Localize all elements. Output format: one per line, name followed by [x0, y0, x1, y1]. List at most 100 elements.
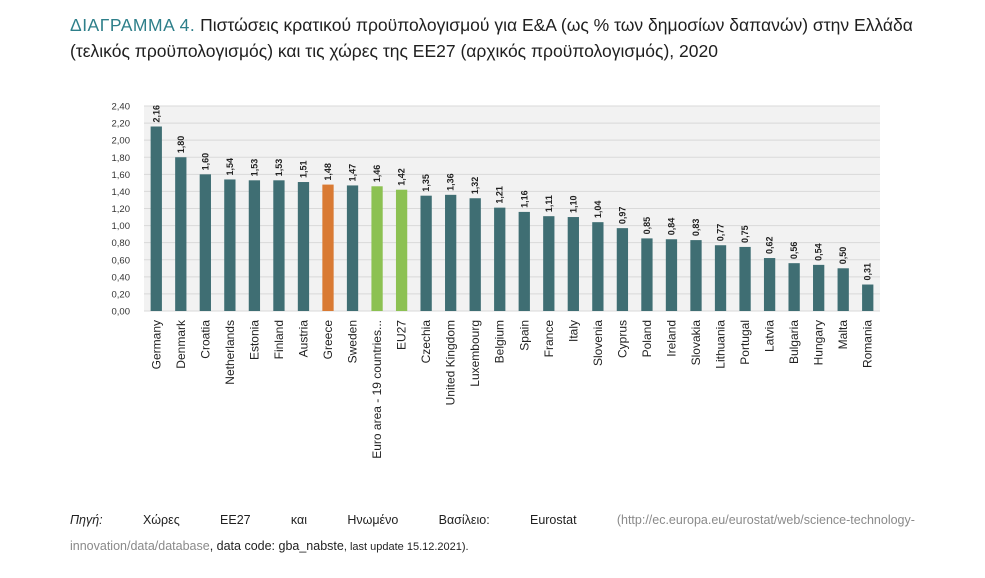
bar-11 [420, 195, 432, 311]
source-word-5: Βασίλειο: [438, 513, 490, 527]
x-tick-label: Bulgaria [787, 320, 801, 364]
x-tick-label: Ireland [664, 320, 678, 357]
figure-caption: Πιστώσεις κρατικού προϋπολογισμού για Ε&… [70, 15, 913, 61]
value-label: 1,42 [397, 168, 407, 186]
x-tick-label: Italy [566, 320, 580, 342]
value-label: 0,62 [765, 237, 775, 255]
value-label: 0,75 [740, 225, 750, 243]
bar-6 [297, 182, 310, 311]
x-tick-label: Finland [272, 320, 286, 359]
y-tick-label: 0,80 [112, 238, 131, 249]
bar-7 [322, 184, 334, 311]
bar-19 [616, 228, 629, 311]
x-tick-label: Cyprus [615, 320, 629, 358]
value-label: 1,04 [593, 201, 603, 219]
value-label: 1,48 [323, 163, 333, 181]
source-word-2: ΕΕ27 [220, 513, 251, 527]
source-note: Πηγή: Χώρες ΕΕ27 και Ηνωμένο Βασίλειο: E… [70, 507, 915, 560]
bar-20 [641, 238, 653, 311]
bar-2 [199, 174, 211, 311]
x-tick-label: Estonia [247, 320, 261, 360]
y-tick-label: 2,40 [112, 102, 131, 113]
bar-13 [469, 198, 481, 311]
x-tick-label: Slovenia [591, 320, 605, 366]
value-label: 1,51 [298, 160, 308, 178]
x-tick-label: Czechia [419, 320, 433, 364]
source-word-1: Χώρες [142, 513, 180, 527]
bar-22 [690, 240, 702, 311]
last-update: , last update 15.12.2021). [343, 541, 469, 553]
x-tick-label: Sweden [346, 320, 360, 363]
x-tick-label: Luxembourg [468, 320, 482, 387]
value-label: 1,53 [249, 159, 259, 177]
y-tick-label: 2,00 [112, 136, 131, 147]
figure-title: ΔΙΑΓΡΑΜΜΑ 4. Πιστώσεις κρατικού προϋπολο… [70, 12, 950, 64]
value-label: 0,56 [789, 242, 799, 260]
value-label: 1,32 [470, 177, 480, 195]
bar-28 [837, 268, 849, 311]
x-tick-label: EU27 [395, 320, 409, 350]
y-tick-label: 1,40 [112, 187, 131, 198]
bar-10 [395, 189, 408, 311]
value-label: 0,97 [617, 207, 627, 225]
value-label: 1,53 [274, 159, 284, 177]
y-tick-label: 0,60 [112, 255, 131, 266]
value-label: 1,47 [348, 164, 358, 182]
bar-25 [763, 258, 776, 311]
x-tick-label: Spain [517, 320, 531, 351]
source-url-end[interactable]: innovation/data/database [70, 539, 210, 553]
x-tick-label: Portugal [738, 320, 752, 365]
source-word-6: Eurostat [529, 513, 577, 527]
x-tick-label: Germany [149, 320, 163, 369]
bar-5 [273, 180, 285, 311]
x-tick-label: France [542, 320, 556, 358]
bar-9 [371, 186, 383, 311]
bar-23 [714, 245, 727, 311]
y-tick-label: 2,20 [112, 119, 131, 130]
y-tick-label: 0,40 [112, 272, 131, 283]
x-tick-label: Belgium [493, 320, 507, 363]
bar-0 [150, 126, 162, 311]
bar-chart: 0,00 0,20 0,40 0,60 0,80 1,00 1,20 1,40 1,60 1,80… [112, 102, 880, 459]
y-tick-label: 1,80 [112, 153, 131, 164]
x-tick-label: United Kingdom [444, 320, 458, 405]
source-url-start[interactable]: (http://ec.europa.eu/eurostat/web/scienc… [616, 513, 915, 527]
x-tick-label: Slovakia [689, 320, 703, 366]
x-tick-label: Greece [321, 320, 335, 360]
x-tick-label: Croatia [198, 320, 212, 359]
bar-24 [739, 246, 751, 311]
value-label: 0,84 [666, 218, 676, 236]
value-label: 1,11 [544, 195, 554, 212]
value-label: 1,10 [568, 196, 578, 214]
bar-21 [665, 239, 678, 311]
x-tick-label: Romania [861, 320, 875, 368]
x-tick-label: Denmark [174, 319, 188, 369]
value-label: 1,54 [225, 158, 235, 176]
x-tick-label: Latvia [763, 320, 777, 352]
bar-17 [567, 217, 579, 311]
bar-12 [445, 194, 457, 311]
value-label: 1,21 [495, 186, 505, 204]
bar-14 [494, 207, 506, 311]
value-label: 1,35 [421, 174, 431, 192]
bar-3 [224, 179, 236, 311]
y-tick-label: 1,20 [112, 204, 131, 215]
bar-4 [248, 180, 261, 311]
figure-label: ΔΙΑΓΡΑΜΜΑ 4. [70, 15, 196, 35]
bar-8 [346, 185, 359, 311]
bar-16 [543, 216, 555, 311]
value-label: 0,50 [838, 247, 848, 265]
bar-18 [592, 222, 604, 311]
value-label: 0,83 [691, 219, 701, 237]
value-label: 1,46 [372, 165, 382, 183]
bar-26 [788, 263, 800, 311]
y-tick-label: 0,20 [112, 289, 131, 300]
bar-15 [518, 211, 530, 311]
x-tick-label: Netherlands [223, 320, 237, 385]
value-label: 0,31 [863, 263, 873, 281]
value-label: 2,16 [151, 105, 161, 123]
y-tick-label: 1,00 [112, 221, 131, 232]
source-word-3: και [290, 513, 308, 527]
x-tick-label: Malta [836, 320, 850, 350]
value-label: 0,54 [814, 243, 824, 261]
